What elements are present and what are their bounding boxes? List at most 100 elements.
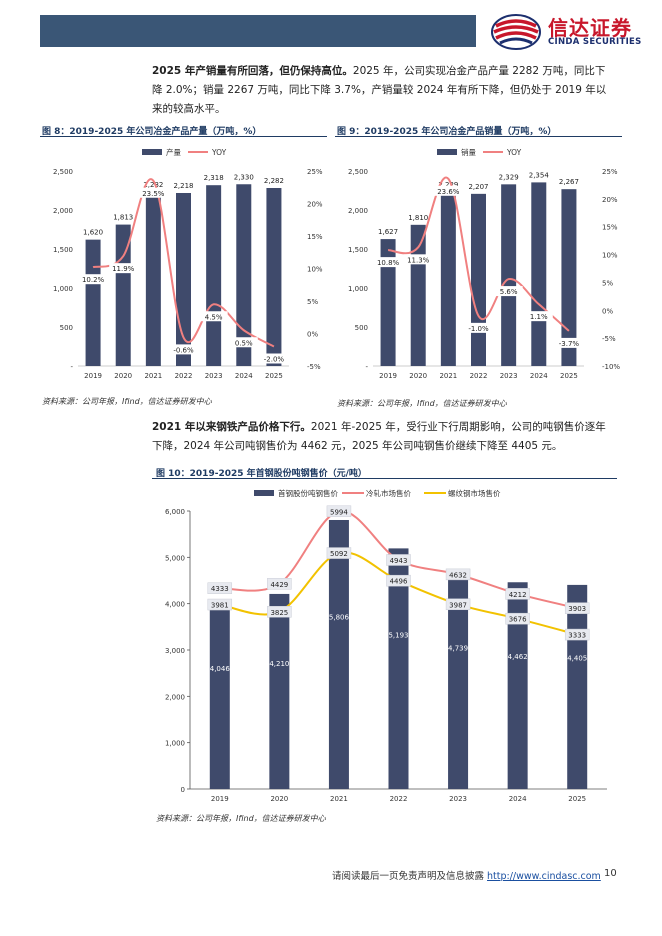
yoy-label: -3.7% xyxy=(559,340,580,348)
bar-label-bg xyxy=(109,211,138,222)
x-tick-label: 2020 xyxy=(409,372,427,380)
yoy-label-bg xyxy=(464,322,493,333)
x-tick-label: 2023 xyxy=(449,795,467,803)
bar-label: 4,405 xyxy=(567,654,587,662)
bar xyxy=(176,192,191,366)
x-tick-label: 2025 xyxy=(560,372,578,380)
bar-label-bg xyxy=(554,176,583,187)
y-tick-label: 1,000 xyxy=(53,285,73,293)
bar xyxy=(236,184,252,366)
rebar-label: 3676 xyxy=(509,616,527,624)
y-tick-label: - xyxy=(70,363,73,371)
yoy-label-bg xyxy=(434,185,463,196)
yoy-label: 23.5% xyxy=(142,190,165,198)
paragraph-output: 2025 年产销量有所回落，但仍保持高位。2025 年，公司实现冶金产品产量 2… xyxy=(152,62,612,119)
bar-label: 1,620 xyxy=(83,229,103,237)
x-tick-label: 2021 xyxy=(439,372,457,380)
x-tick-label: 2024 xyxy=(235,372,253,380)
price-chart: 首钢股份吨钢售价 冷轧市场售价 螺纹钢市场售价 0 1,000 2,000 3,000 4,0… xyxy=(165,488,607,803)
bar-label-bg xyxy=(259,175,288,186)
y2-tick-label: 5% xyxy=(307,298,318,306)
y2-tick-label: -5% xyxy=(307,363,321,371)
cold-rolled-label-bg xyxy=(386,554,411,566)
sales-chart: 销量 YOY - 500 1,000 1,500 2,000 2,500 -10% -5% 0% 5%… xyxy=(348,147,620,380)
logo-text-en: CINDA SECURITIES xyxy=(548,37,642,47)
bar-label-bg xyxy=(434,179,463,190)
header-bar xyxy=(40,15,476,47)
yoy-label: 0.5% xyxy=(235,339,253,347)
bar xyxy=(145,191,161,366)
cold-rolled-label-bg xyxy=(505,588,530,600)
y-tick-label: 3,000 xyxy=(165,647,185,655)
y-tick-label: 0 xyxy=(181,786,185,794)
bar-label: 5,806 xyxy=(329,614,350,622)
y-tick-label: 1,000 xyxy=(165,740,185,748)
cinda-logo-icon xyxy=(491,14,541,50)
cold-rolled-label-bg xyxy=(267,578,292,590)
yoy-label: -0.6% xyxy=(173,346,194,354)
bar-label: 2,282 xyxy=(264,177,284,185)
cold-rolled-label: 5994 xyxy=(330,508,348,516)
legend-label-yoy: YOY xyxy=(506,148,522,157)
yoy-label-bg xyxy=(404,254,433,265)
yoy-label: 10.8% xyxy=(377,259,400,267)
cold-rolled-label: 4632 xyxy=(449,571,467,579)
rebar-label-bg xyxy=(564,628,590,641)
x-tick-label: 2025 xyxy=(265,372,283,380)
rebar-label: 3987 xyxy=(449,601,467,609)
rebar-label-bg xyxy=(207,598,233,611)
rebar-label-bg xyxy=(267,606,292,618)
bar-label-bg xyxy=(229,171,258,182)
y2-tick-label: 25% xyxy=(307,168,323,176)
x-tick-label: 2023 xyxy=(205,372,223,380)
bar-label: 2,207 xyxy=(468,183,488,191)
legend-label-bar: 首钢股份吨钢售价 xyxy=(278,488,338,498)
yoy-label-bg xyxy=(524,311,553,322)
bar-label-bg xyxy=(404,211,433,222)
bar-label: 4,739 xyxy=(448,645,468,653)
footer-link[interactable]: http://www.cindasc.com xyxy=(487,871,601,882)
paragraph-price-text: 2021 年-2025 年，受行业下行周期影响，公司的吨钢售价逐年下降，2024… xyxy=(152,421,606,452)
rebar-label-bg xyxy=(326,547,352,559)
legend-label-rebar: 螺纹钢市场售价 xyxy=(448,488,501,498)
x-tick-label: 2020 xyxy=(270,795,288,803)
bar-label: 5,193 xyxy=(388,631,408,639)
bar-label-bg xyxy=(464,180,493,191)
y2-tick-label: 0% xyxy=(307,331,318,339)
legend-swatch-bar xyxy=(142,149,162,155)
x-tick-label: 2019 xyxy=(84,372,102,380)
x-tick-label: 2022 xyxy=(470,372,488,380)
bar-label: 2,218 xyxy=(173,182,193,190)
bar xyxy=(567,584,588,789)
cold-rolled-label: 4429 xyxy=(270,581,288,589)
bar-label-bg xyxy=(139,178,168,189)
bar-label: 2,318 xyxy=(204,174,224,182)
x-tick-label: 2022 xyxy=(175,372,193,380)
paragraph-output-text: 2025 年，公司实现冶金产品产量 2282 万吨，同比下降 2.0%；销量 2… xyxy=(152,65,607,115)
legend-label-bar: 销量 xyxy=(461,147,476,157)
yoy-label-bg xyxy=(109,263,138,274)
bar-label: 4,210 xyxy=(269,660,289,668)
cold-rolled-label-bg xyxy=(207,582,233,594)
yoy-label: -1.0% xyxy=(468,325,489,333)
yoy-line xyxy=(387,176,570,332)
paragraph-price-heading: 2021 年以来钢铁产品价格下行。 xyxy=(152,421,311,433)
bar-label: 2,232 xyxy=(143,181,163,189)
figure-10-source: 资料来源：公司年报，Ifind，信达证券研发中心 xyxy=(156,814,326,823)
cold-rolled-label: 4943 xyxy=(390,557,408,565)
yoy-label-bg xyxy=(169,344,198,355)
bar xyxy=(380,239,396,366)
figure-9-rule xyxy=(335,136,622,137)
bar-label-bg xyxy=(494,171,523,182)
x-tick-label: 2019 xyxy=(211,795,229,803)
y-tick-label: - xyxy=(365,363,368,371)
bar xyxy=(440,192,456,366)
bar xyxy=(269,593,290,789)
production-chart: 产量 YOY - 500 1,000 1,500 2,000 2,500 -5% 0% 5% 10% 1… xyxy=(53,147,323,380)
bar-label: 1,627 xyxy=(378,228,398,236)
bar xyxy=(471,193,486,366)
legend-label-yoy: YOY xyxy=(211,148,227,157)
y-tick-label: 1,000 xyxy=(348,285,368,293)
y-tick-label: 4,000 xyxy=(165,601,185,609)
y-tick-label: 5,000 xyxy=(165,554,185,562)
